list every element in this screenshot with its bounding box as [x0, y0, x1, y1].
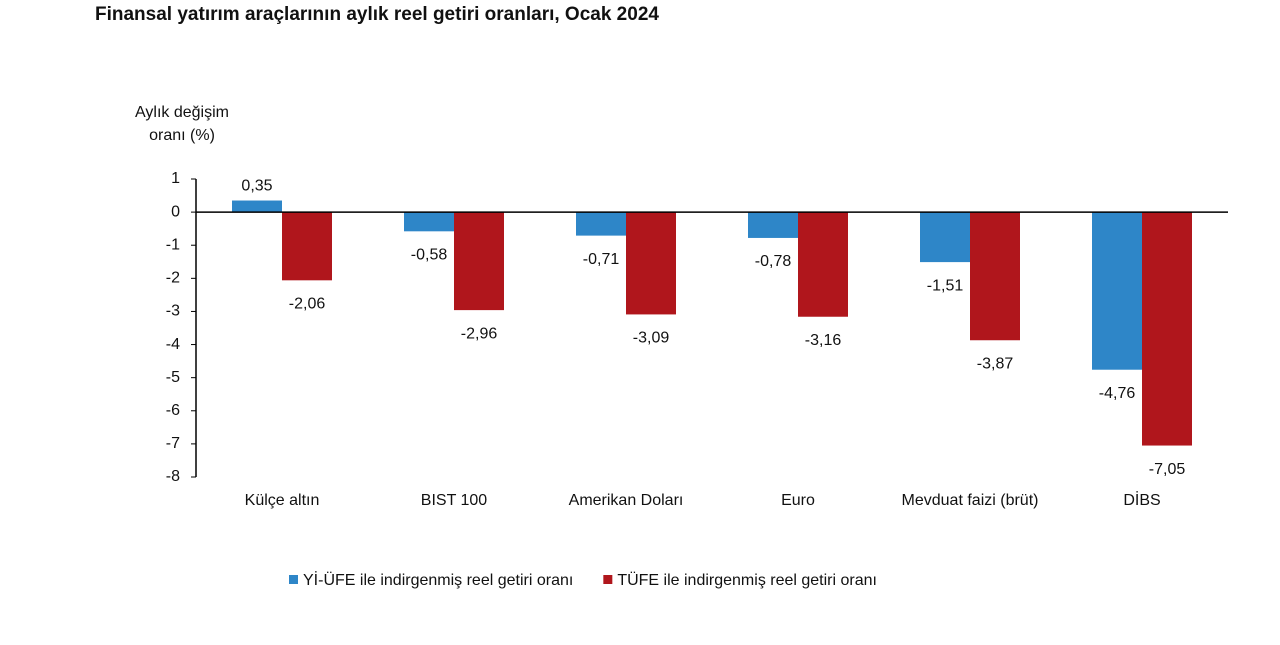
legend-swatch: [603, 575, 613, 584]
x-tick-label: Euro: [781, 492, 815, 509]
bar: [454, 212, 504, 311]
bar: [1092, 212, 1142, 370]
y-tick-label: -7: [166, 435, 180, 452]
chart-title: Finansal yatırım araçlarının aylık reel …: [95, 4, 659, 25]
x-tick-label: Amerikan Doları: [569, 492, 684, 509]
value-label: -3,16: [805, 332, 842, 349]
y-axis-label: Aylık değişim: [135, 104, 229, 121]
legend-label: Yİ-ÜFE ile indirgenmiş reel getiri oranı: [303, 570, 573, 589]
bar: [748, 212, 798, 238]
value-label: -2,06: [289, 296, 326, 313]
y-tick-label: -5: [166, 369, 180, 386]
bar: [232, 200, 282, 213]
value-label: -0,78: [755, 253, 792, 270]
bar: [576, 212, 626, 236]
value-label: -3,09: [633, 330, 670, 347]
legend-label: TÜFE ile indirgenmiş reel getiri oranı: [617, 571, 877, 589]
x-tick-label: Mevduat faizi (brüt): [902, 492, 1039, 509]
y-tick-label: -2: [166, 270, 180, 287]
value-label: -7,05: [1149, 461, 1186, 478]
value-label: -0,71: [583, 251, 620, 268]
value-label: -0,58: [411, 247, 448, 264]
y-tick-label: -3: [166, 303, 180, 320]
x-tick-label: Külçe altın: [245, 492, 320, 509]
value-label: -4,76: [1099, 385, 1136, 402]
y-tick-label: -6: [166, 402, 180, 419]
value-label: -3,87: [977, 355, 1014, 372]
y-tick-label: 1: [171, 170, 180, 187]
bar: [282, 212, 332, 281]
legend-swatch: [289, 575, 298, 584]
bar: [404, 212, 454, 232]
value-label: 0,35: [241, 178, 272, 195]
x-tick-label: BIST 100: [421, 492, 488, 509]
y-tick-label: -1: [166, 236, 180, 253]
bar: [970, 212, 1020, 341]
y-axis-label: oranı (%): [149, 127, 215, 144]
y-tick-label: -8: [166, 468, 180, 485]
y-tick-label: 0: [171, 203, 180, 220]
x-tick-label: DİBS: [1123, 490, 1160, 509]
bar: [798, 212, 848, 317]
bar: [1142, 212, 1192, 446]
value-label: -1,51: [927, 277, 964, 294]
bar: [920, 212, 970, 263]
bar: [626, 212, 676, 315]
value-label: -2,96: [461, 325, 498, 342]
y-tick-label: -4: [166, 336, 180, 353]
